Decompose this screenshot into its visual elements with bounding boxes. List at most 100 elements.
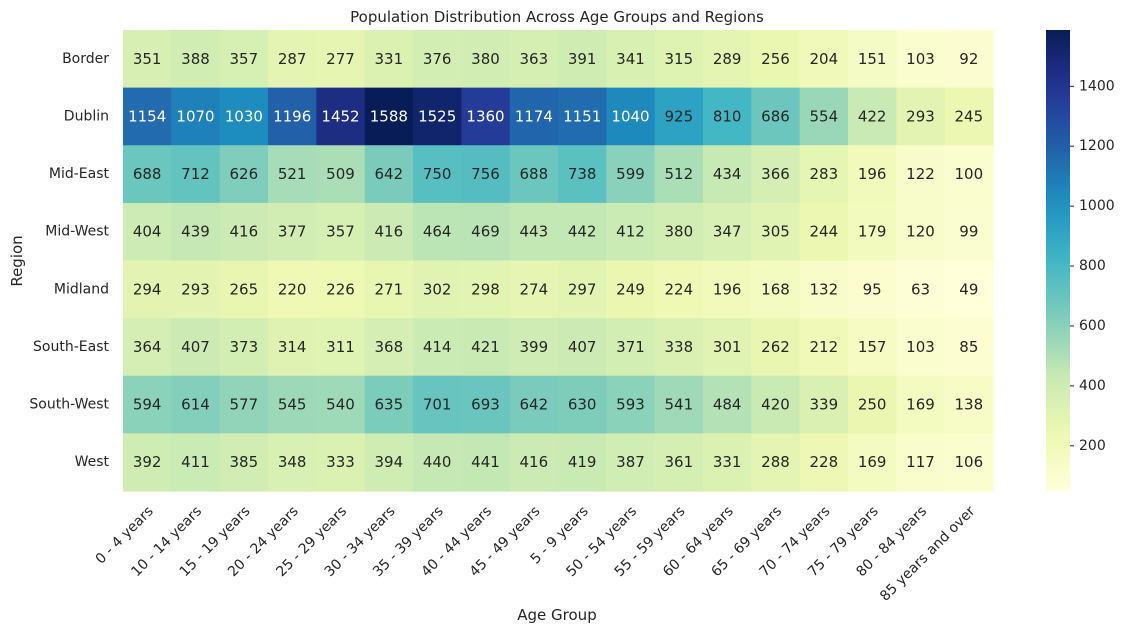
cell-value-label: 925 [665,107,694,125]
heatmap-cell [944,433,994,492]
heatmap-cell [268,30,317,89]
colorbar-tick-label: 1200 [1079,138,1115,154]
cell-value-label: 392 [133,453,162,471]
cell-value-label: 377 [278,223,307,241]
heatmap-cell [219,202,269,262]
heatmap-cell [751,87,801,146]
cell-value-label: 1030 [225,107,263,125]
colorbar-tick-label: 400 [1079,378,1106,394]
cell-value-label: 388 [181,50,210,68]
cell-value-label: 642 [375,165,404,183]
heatmap-cell [364,202,414,262]
cell-value-label: 419 [568,453,597,471]
cell-value-label: 274 [520,280,549,298]
cell-value-label: 387 [616,453,645,471]
heatmap-cell [558,260,607,319]
cell-value-label: 120 [906,223,935,241]
cell-value-label: 701 [423,396,452,414]
cell-value-label: 810 [713,107,742,125]
cell-value-label: 347 [713,223,742,241]
cell-value-label: 626 [230,165,259,183]
cell-value-label: 106 [955,453,984,471]
cell-value-label: 630 [568,396,597,414]
heatmap-cell [606,145,656,204]
heatmap-cell [123,87,172,146]
cell-value-label: 371 [616,338,645,356]
heatmap-cell [751,30,801,89]
cell-value-label: 509 [326,165,355,183]
cell-value-label: 179 [858,223,887,241]
heatmap-cell [413,433,462,492]
heatmap-cell [219,260,269,319]
cell-value-label: 407 [568,338,597,356]
heatmap-cell [799,318,849,377]
heatmap-cell [606,260,656,319]
heatmap-cell [558,202,607,262]
heatmap-cell-labels: 351 388 357 287 277 331 376 380 363 391 341 315 289 2… [128,50,983,471]
y-axis-label: Region [8,235,26,286]
cell-value-label: 331 [375,50,404,68]
cell-value-label: 287 [278,50,307,68]
heatmap-cell [364,433,414,492]
cell-value-label: 293 [181,280,210,298]
heatmap-cell [654,318,704,377]
cell-value-label: 635 [375,396,404,414]
cell-value-label: 49 [959,280,978,298]
cell-value-label: 338 [665,338,694,356]
heatmap-cell [799,145,849,204]
heatmap-cell [703,375,752,434]
heatmap-cell [509,202,559,262]
cell-value-label: 421 [471,338,500,356]
cell-value-label: 151 [858,50,887,68]
heatmap-cell [171,433,221,492]
cell-value-label: 138 [955,396,984,414]
heatmap-cell [268,433,317,492]
heatmap-cell [654,30,704,89]
heatmap-cell [509,433,559,492]
colorbar [1046,30,1070,491]
cell-value-label: 380 [665,223,694,241]
heatmap-cell [364,145,414,204]
cell-value-label: 412 [616,223,645,241]
cell-value-label: 366 [761,165,790,183]
cell-value-label: 469 [471,223,500,241]
cell-value-label: 212 [810,338,839,356]
cell-value-label: 256 [761,50,790,68]
cell-value-label: 599 [616,165,645,183]
cell-value-label: 391 [568,50,597,68]
cell-value-label: 132 [810,280,839,298]
heatmap-cell [268,260,317,319]
cell-value-label: 293 [906,107,935,125]
cell-value-label: 540 [326,396,355,414]
cell-value-label: 302 [423,280,452,298]
cell-value-label: 301 [713,338,742,356]
cell-value-label: 614 [181,396,210,414]
heatmap-cell [606,30,656,89]
cell-value-label: 385 [230,453,259,471]
colorbar-tick-label: 1400 [1079,78,1115,94]
heatmap-cell [654,375,704,434]
heatmap-cell [461,87,511,146]
heatmap-cell [848,318,897,377]
cell-value-label: 688 [133,165,162,183]
heatmap-cell [364,260,414,319]
heatmap-cell [461,30,511,89]
heatmap-cell [316,260,366,319]
heatmap-cell [799,30,849,89]
heatmap-cell [848,30,897,89]
heatmap-cell [509,87,559,146]
heatmap-cell [654,260,704,319]
cell-value-label: 228 [810,453,839,471]
cell-value-label: 1151 [563,107,601,125]
heatmap-cell [219,145,269,204]
cell-value-label: 331 [713,453,742,471]
cell-value-label: 521 [278,165,307,183]
heatmap-cells [123,30,994,492]
cell-value-label: 333 [326,453,355,471]
cell-value-label: 265 [230,280,259,298]
heatmap-cell [944,145,994,204]
heatmap-cell [799,87,849,146]
cell-value-label: 85 [959,338,978,356]
